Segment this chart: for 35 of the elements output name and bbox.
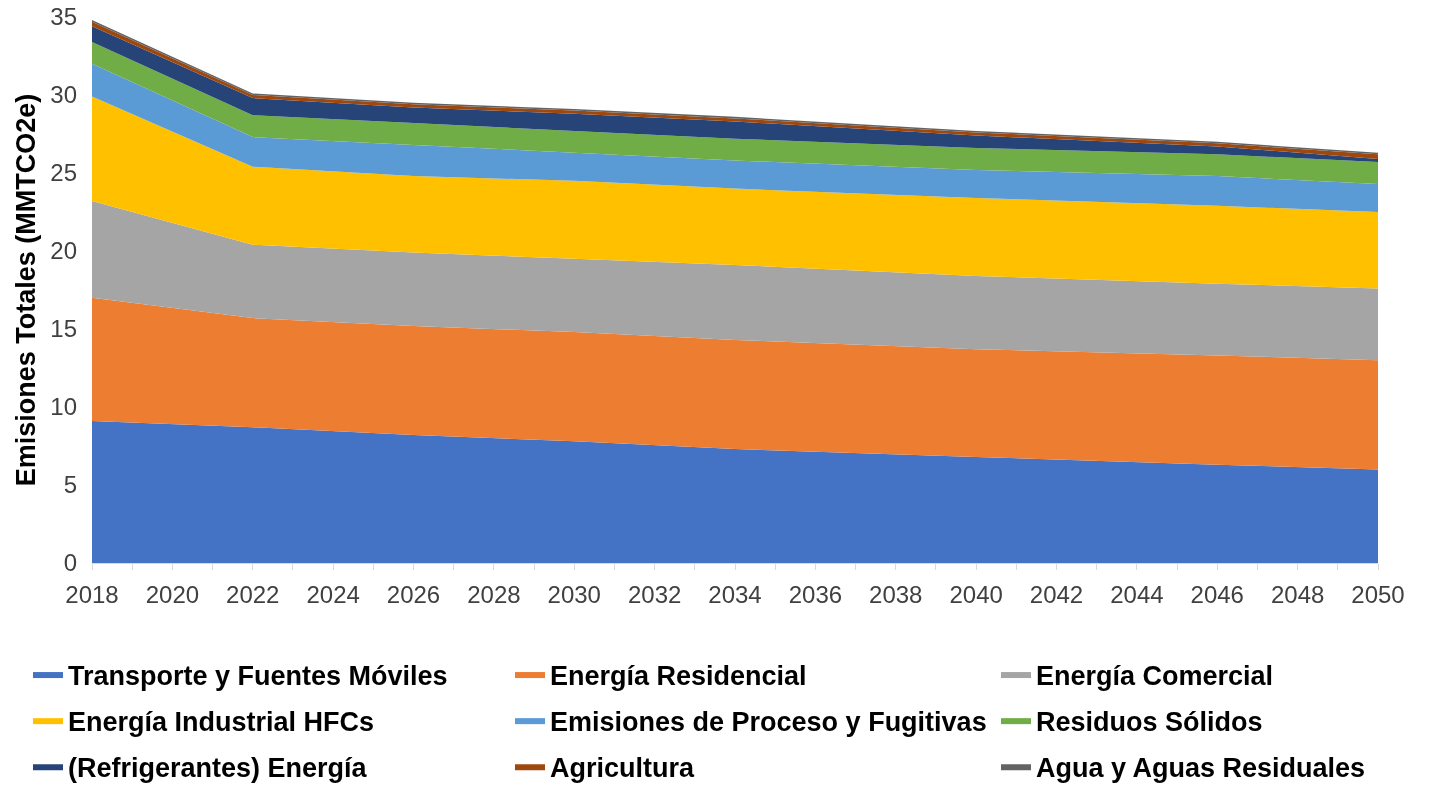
x-tick-label: 2034 — [708, 580, 762, 608]
legend-label: Emisiones de Proceso y Fugitivas — [550, 706, 987, 737]
x-tick-label: 2028 — [467, 580, 521, 608]
y-tick-label: 10 — [50, 393, 77, 421]
x-tick-label: 2022 — [226, 580, 280, 608]
x-tick-label: 2044 — [1110, 580, 1164, 608]
legend-label: Transporte y Fuentes Móviles — [68, 660, 448, 691]
y-tick-label: 20 — [50, 237, 77, 265]
x-tick-label: 2024 — [306, 580, 360, 608]
y-tick-label: 25 — [50, 159, 77, 187]
legend-label: Energía Industrial HFCs — [68, 706, 375, 737]
legend-label: Agua y Aguas Residuales — [1036, 752, 1366, 783]
x-tick-label: 2046 — [1190, 580, 1244, 608]
x-tick-label: 2042 — [1029, 580, 1084, 608]
legend-label: Residuos Sólidos — [1036, 706, 1263, 737]
x-tick-label: 2050 — [1351, 580, 1405, 608]
y-tick-label: 5 — [63, 471, 77, 499]
x-tick-label: 2030 — [547, 580, 601, 608]
x-tick-label: 2018 — [65, 580, 119, 608]
y-tick-label: 15 — [50, 315, 77, 343]
x-tick-label: 2026 — [386, 580, 441, 608]
x-tick-label: 2020 — [145, 580, 200, 608]
legend-label: Energía Residencial — [550, 660, 807, 691]
y-axis-title: Emisiones Totales (MMTCO2e) — [11, 93, 42, 487]
x-tick-label: 2038 — [869, 580, 923, 608]
legend-label: Energía Comercial — [1036, 660, 1274, 691]
x-tick-label: 2048 — [1270, 580, 1325, 608]
y-tick-label: 0 — [63, 549, 77, 577]
legend-label: Agricultura — [550, 752, 695, 783]
legend-label: (Refrigerantes) Energía — [68, 752, 368, 783]
x-tick-label: 2032 — [627, 580, 682, 608]
y-tick-label: 30 — [50, 81, 77, 109]
x-tick-label: 2040 — [949, 580, 1003, 608]
y-tick-label: 35 — [50, 3, 77, 31]
x-tick-label: 2036 — [788, 580, 843, 608]
